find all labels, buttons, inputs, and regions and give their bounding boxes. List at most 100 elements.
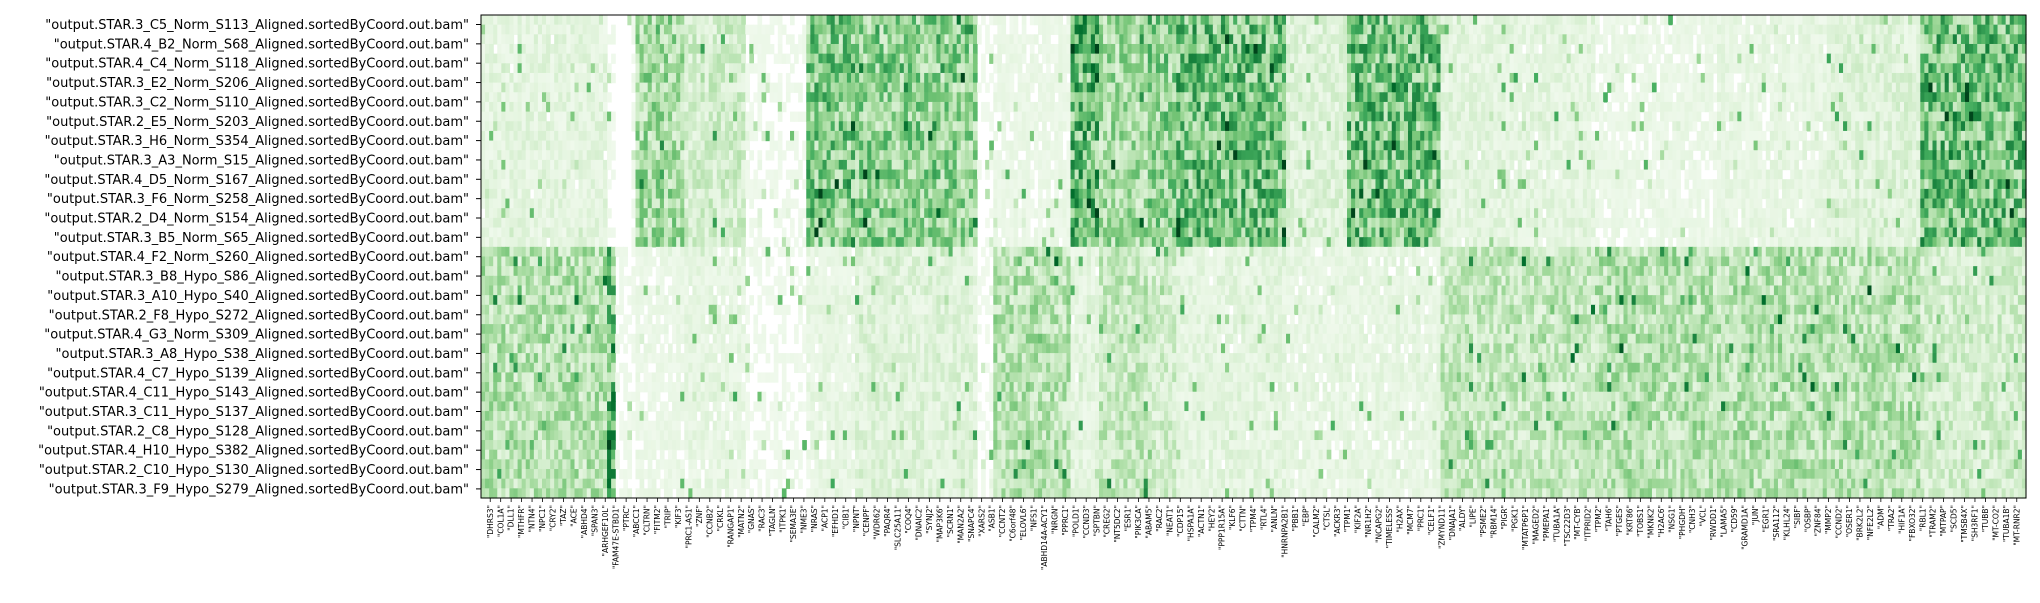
heatmap-cell xyxy=(1896,63,1901,73)
heatmap-cell xyxy=(1518,102,1523,112)
heatmap-cell xyxy=(501,102,506,112)
heatmap-cell xyxy=(1103,34,1108,44)
heatmap-cell xyxy=(1912,131,1917,141)
heatmap-cell xyxy=(668,92,673,102)
heatmap-cell xyxy=(1213,112,1218,122)
heatmap-cell xyxy=(1375,44,1380,54)
heatmap-cell xyxy=(644,25,649,35)
heatmap-cell xyxy=(575,112,580,122)
heatmap-cell xyxy=(1091,63,1096,73)
heatmap-cell xyxy=(607,150,612,160)
heatmap-cell xyxy=(1371,63,1376,73)
heatmap-cell xyxy=(721,34,726,44)
heatmap-cell xyxy=(1587,141,1592,151)
heatmap-cell xyxy=(989,112,994,122)
heatmap-cell xyxy=(660,63,665,73)
heatmap-cell xyxy=(896,102,901,112)
heatmap-cell xyxy=(558,44,563,54)
heatmap-cell xyxy=(1603,73,1608,83)
heatmap-cell xyxy=(1595,15,1600,25)
heatmap-cell xyxy=(1847,54,1852,64)
heatmap-cell xyxy=(1123,63,1128,73)
heatmap-cell xyxy=(1384,63,1389,73)
heatmap-cell xyxy=(692,73,697,83)
heatmap-cell xyxy=(672,141,677,151)
heatmap-cell xyxy=(1591,102,1596,112)
heatmap-cell xyxy=(1815,141,1820,151)
heatmap-cell xyxy=(949,54,954,64)
heatmap-cell xyxy=(1904,34,1909,44)
heatmap-cell xyxy=(1367,141,1372,151)
heatmap-cell xyxy=(1530,54,1535,64)
heatmap-cell xyxy=(1066,112,1071,122)
heatmap-cell xyxy=(1380,112,1385,122)
heatmap-cell xyxy=(1075,92,1080,102)
heatmap-cell xyxy=(1932,15,1937,25)
heatmap-cell xyxy=(1802,54,1807,64)
heatmap-cell xyxy=(1884,92,1889,102)
heatmap-cell xyxy=(1428,83,1433,93)
heatmap-cell xyxy=(1282,73,1287,83)
heatmap-cell xyxy=(1136,44,1141,54)
heatmap-cell xyxy=(831,92,836,102)
heatmap-cell xyxy=(997,102,1002,112)
heatmap-cell xyxy=(1652,121,1657,131)
heatmap-cell xyxy=(1249,34,1254,44)
heatmap-cell xyxy=(1099,34,1104,44)
heatmap-cell xyxy=(1058,83,1063,93)
heatmap-cell xyxy=(1729,44,1734,54)
heatmap-cell xyxy=(1969,141,1974,151)
heatmap-cell xyxy=(1221,121,1226,131)
heatmap-cell xyxy=(1298,141,1303,151)
heatmap-cell xyxy=(762,83,767,93)
heatmap-cell xyxy=(713,141,718,151)
heatmap-cell xyxy=(1294,63,1299,73)
heatmap-cell xyxy=(534,92,539,102)
heatmap-cell xyxy=(1595,102,1600,112)
heatmap-cell xyxy=(1713,112,1718,122)
heatmap-cell xyxy=(1396,131,1401,141)
heatmap-cell xyxy=(1786,121,1791,131)
heatmap-cell xyxy=(1323,54,1328,64)
heatmap-cell xyxy=(1477,15,1482,25)
heatmap-cell xyxy=(672,102,677,112)
heatmap-cell xyxy=(1534,112,1539,122)
heatmap-cell xyxy=(1615,141,1620,151)
heatmap-cell xyxy=(1538,83,1543,93)
heatmap-cell xyxy=(1111,131,1116,141)
heatmap-cell xyxy=(1058,44,1063,54)
heatmap-cell xyxy=(1554,83,1559,93)
heatmap-cell xyxy=(522,112,527,122)
heatmap-cell xyxy=(518,102,523,112)
heatmap-cell xyxy=(863,73,868,83)
heatmap-cell xyxy=(1530,73,1535,83)
heatmap-cell xyxy=(749,63,754,73)
heatmap-cell xyxy=(1290,54,1295,64)
heatmap-cell xyxy=(1014,102,1019,112)
heatmap-cell xyxy=(1526,121,1531,131)
heatmap-cell xyxy=(1941,15,1946,25)
heatmap-cell xyxy=(1424,141,1429,151)
heatmap-cell xyxy=(924,25,929,35)
heatmap-cell xyxy=(1229,92,1234,102)
heatmap-cell xyxy=(908,102,913,112)
heatmap-cell xyxy=(1254,141,1259,151)
heatmap-cell xyxy=(1270,73,1275,83)
heatmap-cell xyxy=(1111,102,1116,112)
heatmap-cell xyxy=(1660,121,1665,131)
heatmap-cell xyxy=(656,131,661,141)
heatmap-cell xyxy=(1412,73,1417,83)
heatmap-cell xyxy=(1473,83,1478,93)
heatmap-cell xyxy=(908,54,913,64)
heatmap-cell xyxy=(1091,92,1096,102)
heatmap-cell xyxy=(1806,112,1811,122)
heatmap-cell xyxy=(538,63,543,73)
heatmap-cell xyxy=(770,141,775,151)
heatmap-cell xyxy=(859,131,864,141)
heatmap-cell xyxy=(1428,73,1433,83)
heatmap-cell xyxy=(1233,131,1238,141)
heatmap-cell xyxy=(1111,73,1116,83)
heatmap-cell xyxy=(1766,54,1771,64)
heatmap-cell xyxy=(1489,63,1494,73)
heatmap-cell xyxy=(973,112,978,122)
